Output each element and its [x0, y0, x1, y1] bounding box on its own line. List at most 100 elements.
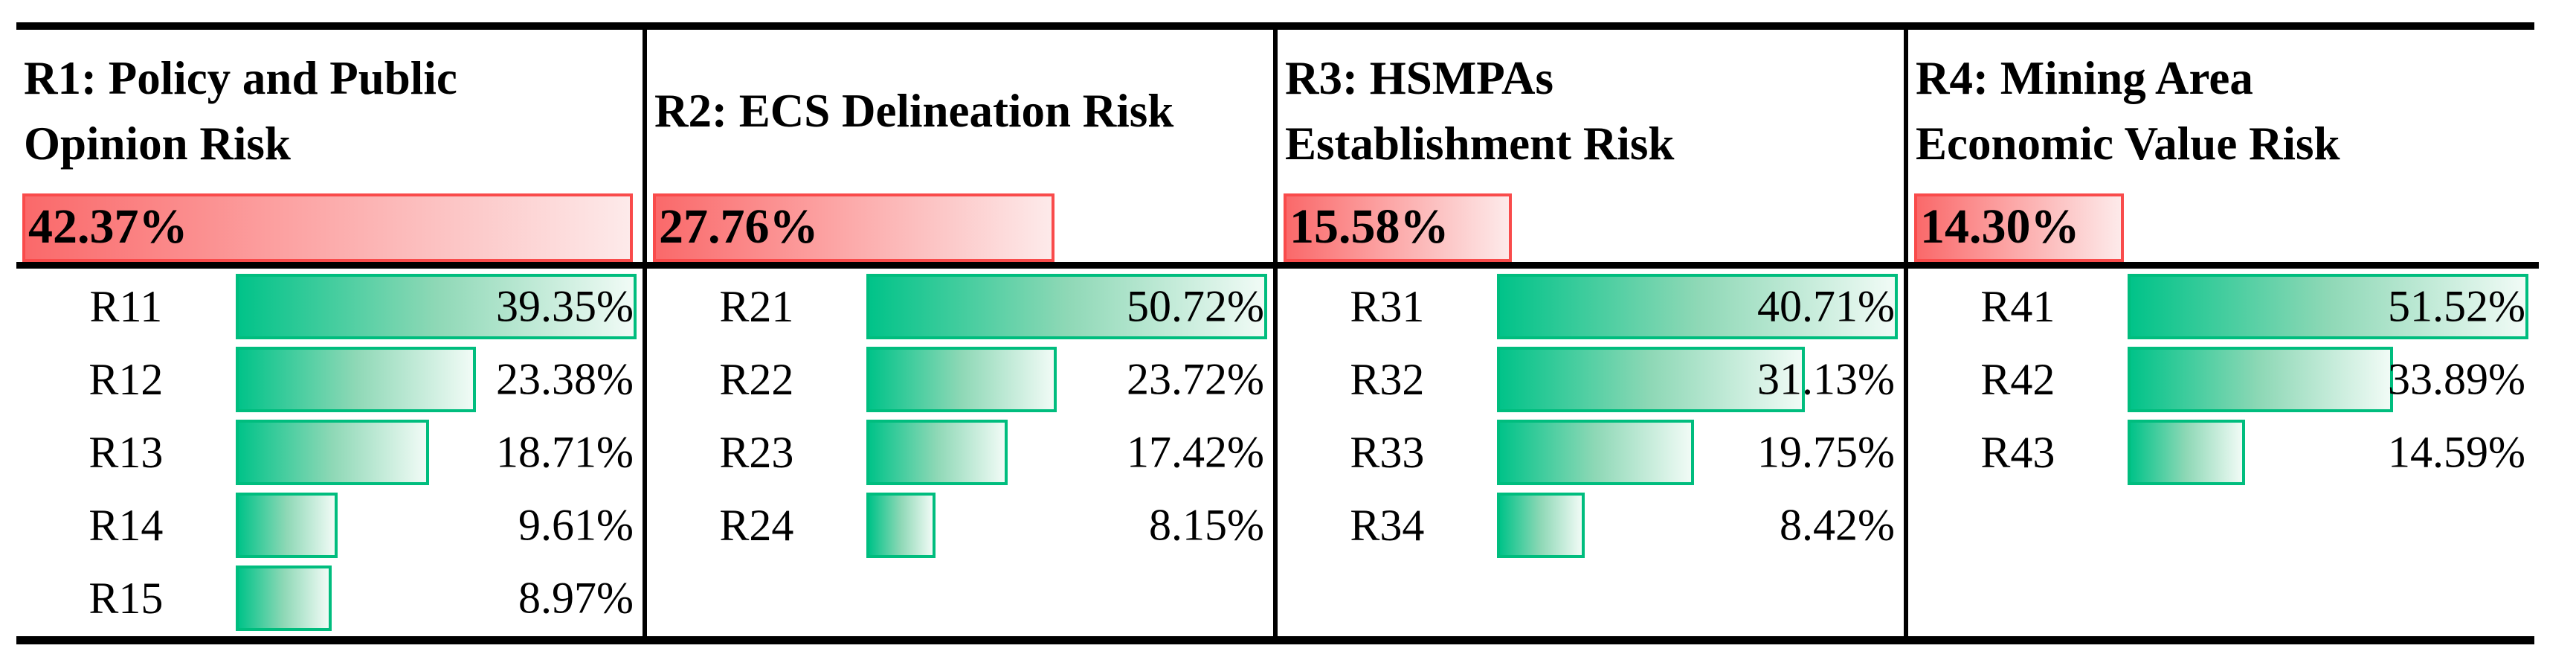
group-title-line: R2: ECS Delineation Risk: [654, 85, 1174, 137]
group-title-line: Establishment Risk: [1285, 118, 1675, 170]
header-separator-rule: [1278, 262, 1908, 269]
header-separator-rule: [16, 262, 647, 269]
sub-risk-row-r24: R24 8.15%: [647, 489, 1273, 562]
sub-risk-label: R24: [719, 501, 794, 550]
group-title-r4: R4: Mining Area Economic Value Risk: [1908, 30, 2534, 192]
group-title-line: R1: Policy and Public: [24, 52, 457, 104]
sub-risk-bar-r23: [866, 420, 1008, 485]
sub-risk-bar-area: 9.61%: [235, 492, 643, 559]
sub-risk-rows: R21 50.72% R22 23.72% R23 17.42% R24 8.15%: [647, 269, 1273, 636]
sub-risk-label: R22: [719, 355, 794, 404]
sub-risk-bar-area: 51.52%: [2127, 273, 2534, 340]
sub-risk-value: 18.71%: [496, 427, 634, 477]
group-weight-bar-r4: [1914, 193, 2125, 262]
sub-risk-value: 51.52%: [2388, 281, 2525, 331]
sub-risk-label: R15: [88, 574, 164, 623]
sub-risk-label: R23: [719, 428, 794, 477]
sub-risk-value: 23.38%: [496, 354, 634, 404]
group-weight-bar-r1: [22, 193, 633, 262]
sub-risk-label: R42: [1980, 355, 2055, 404]
sub-risk-value: 14.59%: [2388, 427, 2525, 477]
group-weight-row: 27.76%: [647, 192, 1273, 262]
sub-risk-label: R32: [1350, 355, 1425, 404]
sub-risk-rows: R41 51.52% R42 33.89% R43 14.59%: [1908, 269, 2534, 636]
group-weight-row: 14.30%: [1908, 192, 2534, 262]
sub-risk-bar-r41: [2127, 274, 2528, 339]
risk-table: R1: Policy and Public Opinion Risk 42.37% R…: [16, 22, 2539, 644]
sub-risk-row-r33: R33 19.75%: [1278, 416, 1904, 489]
sub-risk-value: 23.72%: [1127, 354, 1264, 404]
sub-risk-value: 8.42%: [1780, 500, 1895, 550]
sub-risk-bar-r15: [235, 566, 332, 631]
sub-risk-bar-r11: [235, 274, 637, 339]
group-title-line: R4: Mining Area: [1916, 52, 2253, 104]
sub-risk-bar-area: 50.72%: [866, 273, 1273, 340]
sub-risk-bar-r13: [235, 420, 430, 485]
sub-risk-bar-area: 23.38%: [235, 346, 643, 413]
group-weight-value: 14.30%: [1920, 199, 2080, 254]
group-title-r2: R2: ECS Delineation Risk: [647, 30, 1273, 192]
sub-risk-bar-r32: [1496, 347, 1805, 412]
sub-risk-rows: R31 40.71% R32 31.13% R33 19.75% R34 8.42%: [1278, 269, 1904, 636]
sub-risk-row-r23: R23 17.42%: [647, 416, 1273, 489]
sub-risk-bar-r42: [2127, 347, 2394, 412]
group-weight-value: 42.37%: [28, 199, 188, 254]
group-title-r3: R3: HSMPAs Establishment Risk: [1278, 30, 1904, 192]
sub-risk-label: R11: [89, 282, 163, 331]
sub-risk-row-r42: R42 33.89%: [1908, 343, 2534, 416]
sub-risk-bar-area: 8.42%: [1496, 492, 1904, 559]
sub-risk-bar-area: 19.75%: [1496, 419, 1904, 486]
sub-risk-bar-area: 23.72%: [866, 346, 1273, 413]
sub-risk-bar-r21: [866, 274, 1267, 339]
header-separator-rule: [647, 262, 1278, 269]
sub-risk-value: 8.15%: [1149, 500, 1264, 550]
group-title-line: Opinion Risk: [24, 118, 291, 170]
group-weight-value: 27.76%: [659, 199, 819, 254]
sub-risk-label: R13: [88, 428, 164, 477]
sub-risk-label: R34: [1350, 501, 1425, 550]
sub-risk-bar-r33: [1496, 420, 1695, 485]
risk-group-column-r4: R4: Mining Area Economic Value Risk 14.30%…: [1908, 30, 2539, 636]
sub-risk-bar-area: 8.97%: [235, 565, 643, 632]
group-weight-bar-r3: [1284, 193, 1512, 262]
risk-group-column-r1: R1: Policy and Public Opinion Risk 42.37% R…: [16, 30, 647, 636]
sub-risk-row-r31: R31 40.71%: [1278, 270, 1904, 343]
risk-columns: R1: Policy and Public Opinion Risk 42.37% R…: [16, 30, 2539, 636]
sub-risk-row-r41: R41 51.52%: [1908, 270, 2534, 343]
sub-risk-label: R43: [1980, 428, 2055, 477]
sub-risk-bar-r12: [235, 347, 477, 412]
sub-risk-row-r11: R11 39.35%: [16, 270, 643, 343]
sub-risk-value: 17.42%: [1127, 427, 1264, 477]
risk-group-column-r3: R3: HSMPAs Establishment Risk 15.58% R31 40.…: [1278, 30, 1908, 636]
sub-risk-bar-area: 18.71%: [235, 419, 643, 486]
group-title-r1: R1: Policy and Public Opinion Risk: [16, 30, 643, 192]
sub-risk-row-r22: R22 23.72%: [647, 343, 1273, 416]
group-weight-row: 15.58%: [1278, 192, 1904, 262]
sub-risk-label: R33: [1350, 428, 1425, 477]
group-weight-bar-r2: [653, 193, 1055, 262]
sub-risk-bar-area: 39.35%: [235, 273, 643, 340]
sub-risk-bar-r14: [235, 493, 338, 558]
sub-risk-row-r12: R12 23.38%: [16, 343, 643, 416]
sub-risk-bar-area: 8.15%: [866, 492, 1273, 559]
sub-risk-label: R31: [1350, 282, 1425, 331]
header-separator-rule: [1908, 262, 2539, 269]
sub-risk-value: 40.71%: [1757, 281, 1895, 331]
sub-risk-value: 39.35%: [496, 281, 634, 331]
sub-risk-row-r43: R43 14.59%: [1908, 416, 2534, 489]
sub-risk-rows: R11 39.35% R12 23.38% R13 18.71% R14 9.61% R15 8.…: [16, 269, 643, 636]
sub-risk-bar-r31: [1496, 274, 1898, 339]
sub-risk-bar-area: 17.42%: [866, 419, 1273, 486]
sub-risk-label: R41: [1980, 282, 2055, 331]
group-title-line: R3: HSMPAs: [1285, 52, 1554, 104]
group-title-line: Economic Value Risk: [1916, 118, 2340, 170]
sub-risk-value: 31.13%: [1757, 354, 1895, 404]
sub-risk-value: 8.97%: [518, 573, 634, 623]
sub-risk-row-r15: R15 8.97%: [16, 562, 643, 635]
sub-risk-bar-area: 40.71%: [1496, 273, 1904, 340]
sub-risk-row-r32: R32 31.13%: [1278, 343, 1904, 416]
sub-risk-value: 50.72%: [1127, 281, 1264, 331]
sub-risk-bar-r22: [866, 347, 1057, 412]
sub-risk-bar-r43: [2127, 420, 2246, 485]
